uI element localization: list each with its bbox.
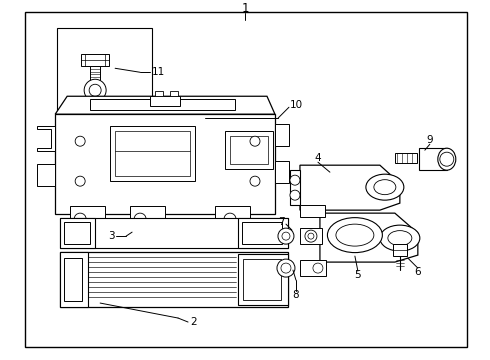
Text: 2: 2 [190, 317, 196, 327]
Circle shape [290, 190, 300, 200]
Bar [215, 206, 250, 221]
Bar [155, 91, 163, 96]
Bar [90, 99, 235, 110]
Text: 5: 5 [355, 270, 361, 280]
Bar [170, 91, 178, 96]
Circle shape [250, 176, 260, 186]
Ellipse shape [388, 231, 412, 246]
Circle shape [277, 259, 295, 277]
Bar [238, 218, 288, 248]
Ellipse shape [374, 180, 396, 195]
Bar [64, 222, 90, 244]
Circle shape [305, 230, 317, 242]
Text: 1: 1 [241, 2, 249, 15]
Circle shape [250, 136, 260, 146]
Circle shape [290, 175, 300, 185]
Text: 4: 4 [315, 153, 321, 163]
Circle shape [74, 213, 86, 225]
Circle shape [134, 213, 146, 225]
Polygon shape [300, 165, 400, 210]
Circle shape [75, 176, 85, 186]
Text: 8: 8 [293, 290, 299, 300]
Polygon shape [320, 213, 418, 262]
Bar [225, 131, 273, 169]
Circle shape [75, 136, 85, 146]
Bar [70, 206, 105, 221]
Circle shape [89, 84, 101, 96]
Bar [115, 131, 190, 176]
Bar [275, 124, 289, 146]
Bar [60, 218, 95, 248]
Circle shape [440, 152, 454, 166]
Polygon shape [37, 164, 55, 186]
Bar [60, 218, 288, 248]
Polygon shape [90, 66, 100, 80]
Bar [238, 254, 288, 305]
Bar [275, 161, 289, 183]
Text: 10: 10 [290, 100, 303, 110]
Text: 3: 3 [108, 231, 115, 241]
Bar [64, 258, 82, 301]
Circle shape [281, 263, 291, 273]
Polygon shape [55, 96, 275, 114]
Bar [60, 252, 88, 307]
Bar [242, 222, 282, 244]
Text: 9: 9 [426, 135, 433, 145]
Ellipse shape [380, 225, 420, 251]
Circle shape [84, 79, 106, 101]
Polygon shape [290, 170, 300, 205]
Circle shape [224, 213, 236, 225]
Circle shape [278, 228, 294, 244]
Polygon shape [81, 54, 109, 66]
Bar [243, 259, 281, 300]
Circle shape [308, 233, 314, 239]
Polygon shape [37, 126, 55, 151]
Bar [110, 126, 195, 181]
Bar [230, 136, 268, 164]
Bar [130, 206, 165, 221]
Text: 7: 7 [278, 217, 285, 227]
Circle shape [313, 263, 323, 273]
Circle shape [282, 232, 290, 240]
Ellipse shape [336, 224, 374, 246]
Bar [395, 153, 417, 163]
Bar [60, 252, 288, 307]
Ellipse shape [438, 148, 456, 170]
Bar [55, 114, 275, 214]
Text: 11: 11 [152, 67, 165, 77]
Text: 6: 6 [415, 267, 421, 277]
Bar [419, 148, 447, 170]
Bar [300, 260, 326, 276]
Polygon shape [300, 205, 325, 217]
Bar [57, 28, 152, 113]
Ellipse shape [366, 174, 404, 200]
Bar [300, 228, 322, 244]
Polygon shape [393, 244, 407, 256]
Bar [150, 96, 180, 106]
Ellipse shape [327, 218, 382, 253]
